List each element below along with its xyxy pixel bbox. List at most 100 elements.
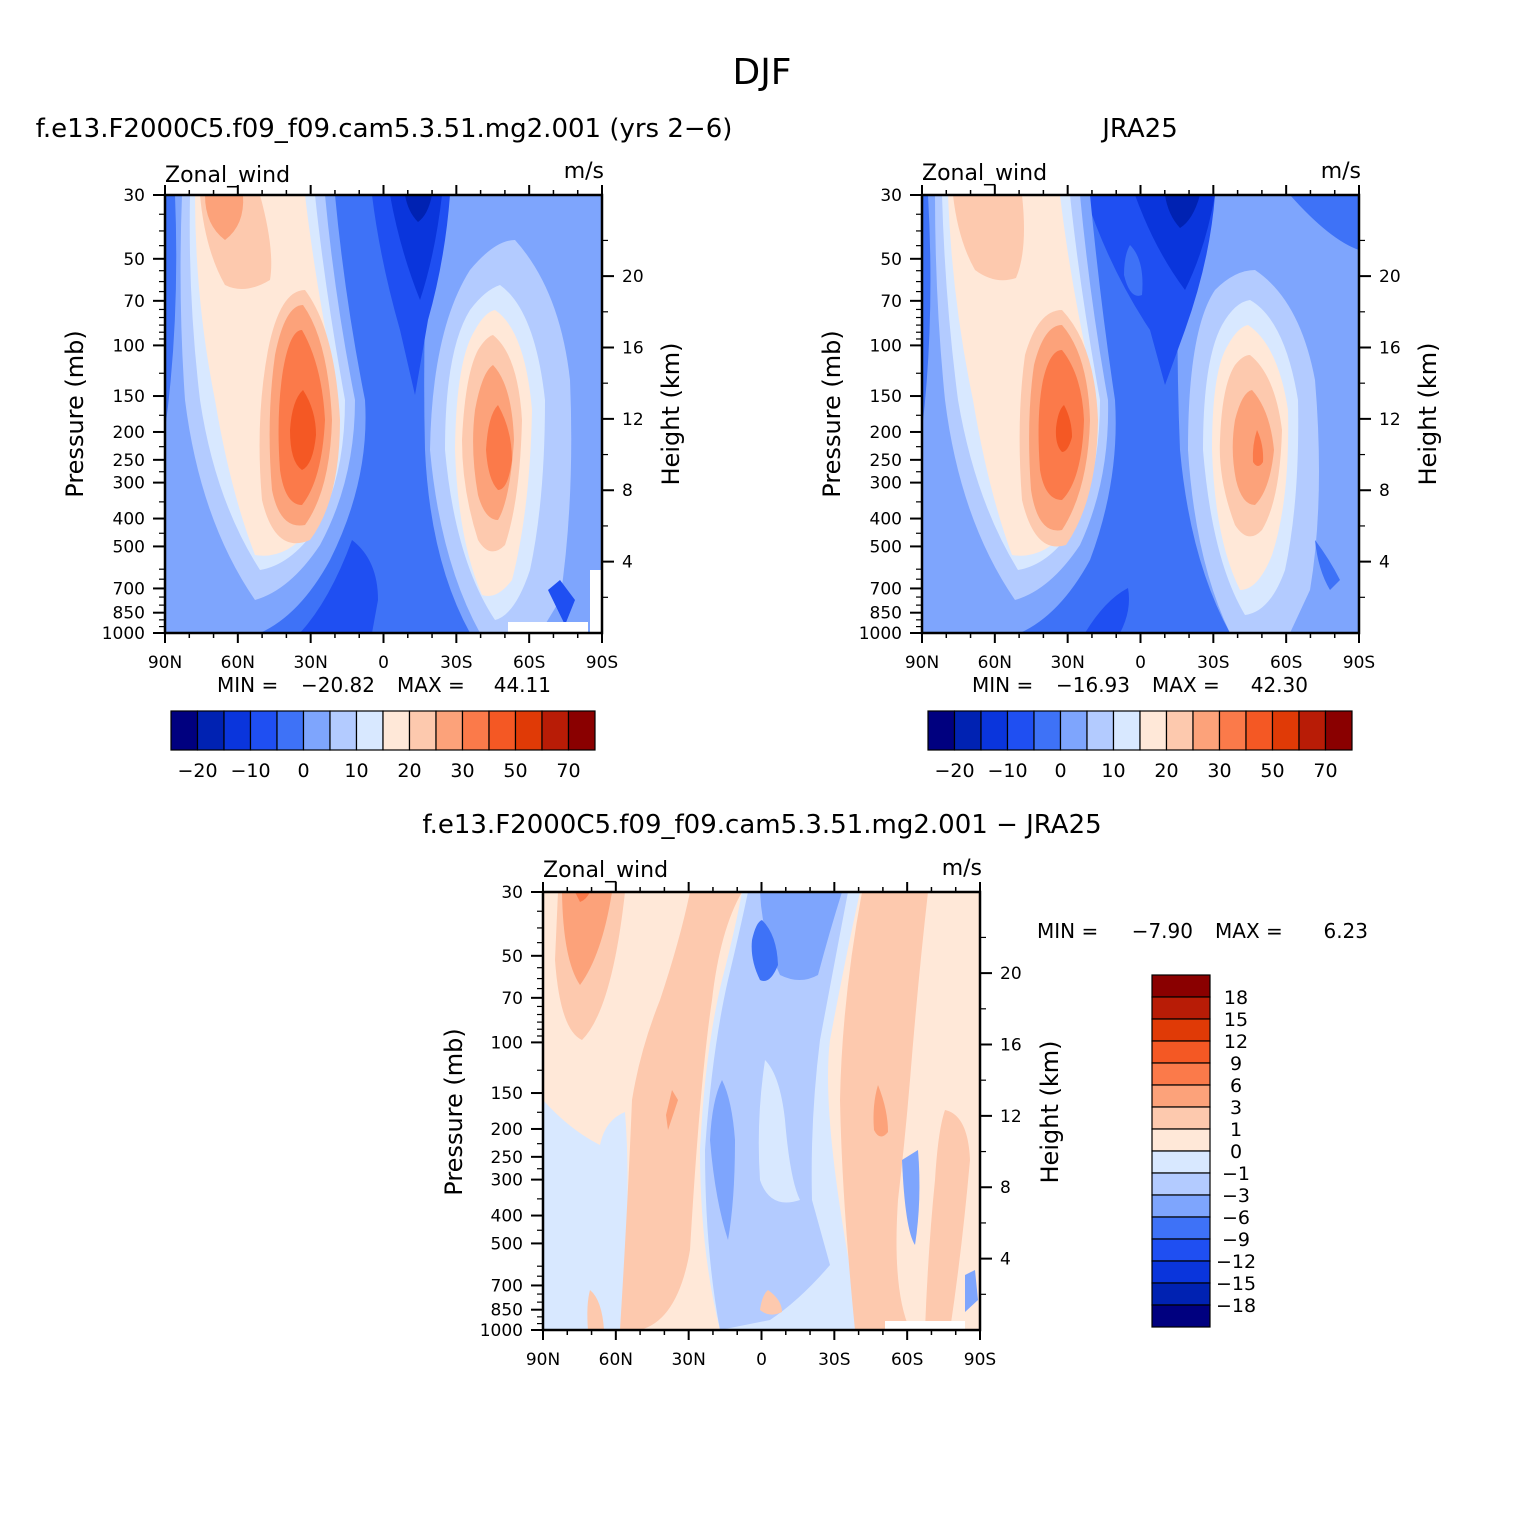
panel-model-colorbar: −20 −10 0 10 20 30 50 70: [170, 710, 596, 782]
colorbar-swatch: [1151, 1260, 1211, 1284]
y-tick-label: 400: [491, 1207, 523, 1227]
colorbar-label: 10: [1101, 760, 1125, 782]
colorbar-label: 10: [344, 760, 368, 782]
y-tick-label: 400: [870, 510, 902, 530]
contour-band: [1165, 195, 1200, 228]
colorbar-label: 30: [450, 760, 474, 782]
contour-band: [1252, 430, 1264, 466]
y-tick-label: 500: [870, 537, 902, 557]
contour-band: [1085, 588, 1129, 633]
colorbar-label: 20: [397, 760, 421, 782]
panel-obs-units: m/s: [1321, 159, 1361, 184]
panel-obs: JRA25 Zonal_wind m/s: [818, 114, 1442, 782]
x-tick-label: 0: [756, 1350, 767, 1370]
y-right-tick-label: 20: [1000, 964, 1022, 984]
colorbar-swatch: [1192, 710, 1221, 751]
colorbar-label: −9: [1222, 1229, 1250, 1251]
panel-diff-ylabel: Pressure (mb): [440, 1028, 468, 1195]
contour-band: [873, 1085, 888, 1137]
y-tick-label: 100: [491, 1033, 523, 1053]
y-tick-label: 70: [501, 989, 523, 1009]
y-tick-label: 100: [870, 336, 902, 356]
panel-diff-title: f.e13.F2000C5.f09_f09.cam5.3.51.mg2.001 …: [422, 810, 1101, 840]
panel-obs-colorbar: −20 −10 0 10 20 30 50 70: [927, 710, 1353, 782]
missing-data: [885, 1321, 965, 1330]
panel-diff-left-label: Zonal_wind: [543, 858, 668, 883]
colorbar-label: 20: [1154, 760, 1178, 782]
colorbar-swatch: [1151, 974, 1211, 998]
y-tick-label: 150: [113, 387, 145, 407]
y-tick-label: 850: [491, 1301, 523, 1321]
colorbar-swatch: [1218, 710, 1247, 751]
colorbar-label: −10: [987, 760, 1027, 782]
y-tick-label: 400: [113, 510, 145, 530]
missing-data: [508, 622, 588, 633]
x-tick-label: 90N: [905, 653, 939, 673]
y-tick-label: 700: [870, 579, 902, 599]
contour-band: [965, 1270, 978, 1312]
contour-band: [758, 1060, 800, 1203]
colorbar-swatch: [461, 710, 490, 751]
colorbar-label: −20: [177, 760, 217, 782]
panel-model-title: f.e13.F2000C5.f09_f09.cam5.3.51.mg2.001 …: [36, 114, 733, 144]
colorbar-swatch: [1165, 710, 1194, 751]
x-tick-label: 90S: [964, 1350, 996, 1370]
contour-band: [925, 1110, 970, 1330]
y-tick-label: 50: [880, 250, 902, 270]
contour-band: [760, 892, 842, 980]
contour-band: [1290, 195, 1359, 250]
x-tick-label: 60S: [891, 1350, 923, 1370]
x-tick-label: 30N: [293, 653, 327, 673]
y-tick-label: 150: [491, 1084, 523, 1104]
colorbar-swatch: [1151, 1150, 1211, 1174]
contour-band: [1135, 195, 1215, 290]
panel-obs-max-value: 42.30: [1251, 673, 1308, 697]
colorbar-label: −1: [1222, 1163, 1250, 1185]
colorbar-swatch: [1151, 1040, 1211, 1064]
contour-band: [587, 1290, 604, 1330]
colorbar-label: 70: [1313, 760, 1337, 782]
colorbar-swatch: [1151, 1304, 1211, 1328]
panel-obs-min-label: MIN =: [972, 673, 1033, 697]
panel-diff-min-value: −7.90: [1132, 919, 1193, 943]
colorbar-swatch: [1245, 710, 1274, 751]
panel-diff-units: m/s: [942, 856, 982, 881]
panel-diff-min-label: MIN =: [1037, 919, 1098, 943]
colorbar-label: 1: [1230, 1119, 1242, 1141]
y-tick-label: 150: [870, 387, 902, 407]
y-right-tick-label: 8: [622, 481, 633, 501]
y-tick-label: 700: [491, 1276, 523, 1296]
colorbar-label: 50: [503, 760, 527, 782]
contour-band: [390, 195, 442, 300]
y-right-tick-label: 16: [622, 338, 644, 358]
contour-band: [486, 405, 512, 490]
colorbar-swatch: [1151, 1172, 1211, 1196]
contour-band: [548, 580, 575, 625]
colorbar-swatch: [1151, 1282, 1211, 1306]
panel-obs-axes: 90N 60N 30N 0 30S 60S 90S 30 50 70 100 150 200 250 300…: [859, 185, 1401, 673]
panel-diff-axes: 90N 60N 30N 0 30S 60S 90S 30 50 70 100 150 200 250 300…: [480, 882, 1022, 1370]
colorbar-swatch: [514, 710, 543, 751]
y-tick-label: 850: [870, 604, 902, 624]
colorbar-swatch: [170, 710, 199, 751]
colorbar-swatch: [1006, 710, 1035, 751]
y-tick-label: 1000: [859, 624, 902, 644]
panel-diff-max-value: 6.23: [1323, 919, 1368, 943]
panel-obs-ylabel-right: Height (km): [1414, 343, 1442, 486]
colorbar-swatch: [1151, 1062, 1211, 1086]
contour-band: [710, 1080, 735, 1240]
colorbar-label: −15: [1216, 1273, 1256, 1295]
colorbar-label: −18: [1216, 1295, 1256, 1317]
contour-band: [290, 390, 316, 470]
x-tick-label: 30N: [671, 1350, 705, 1370]
colorbar-swatch: [1324, 710, 1353, 751]
panel-obs-left-label: Zonal_wind: [922, 161, 1047, 186]
colorbar-label: 70: [556, 760, 580, 782]
contour-band: [300, 540, 378, 633]
colorbar-swatch: [488, 710, 517, 751]
colorbar-swatch: [302, 710, 331, 751]
x-tick-label: 90N: [526, 1350, 560, 1370]
y-tick-label: 300: [491, 1171, 523, 1191]
panel-model-max-label: MAX =: [397, 673, 465, 697]
colorbar-swatch: [1112, 710, 1141, 751]
